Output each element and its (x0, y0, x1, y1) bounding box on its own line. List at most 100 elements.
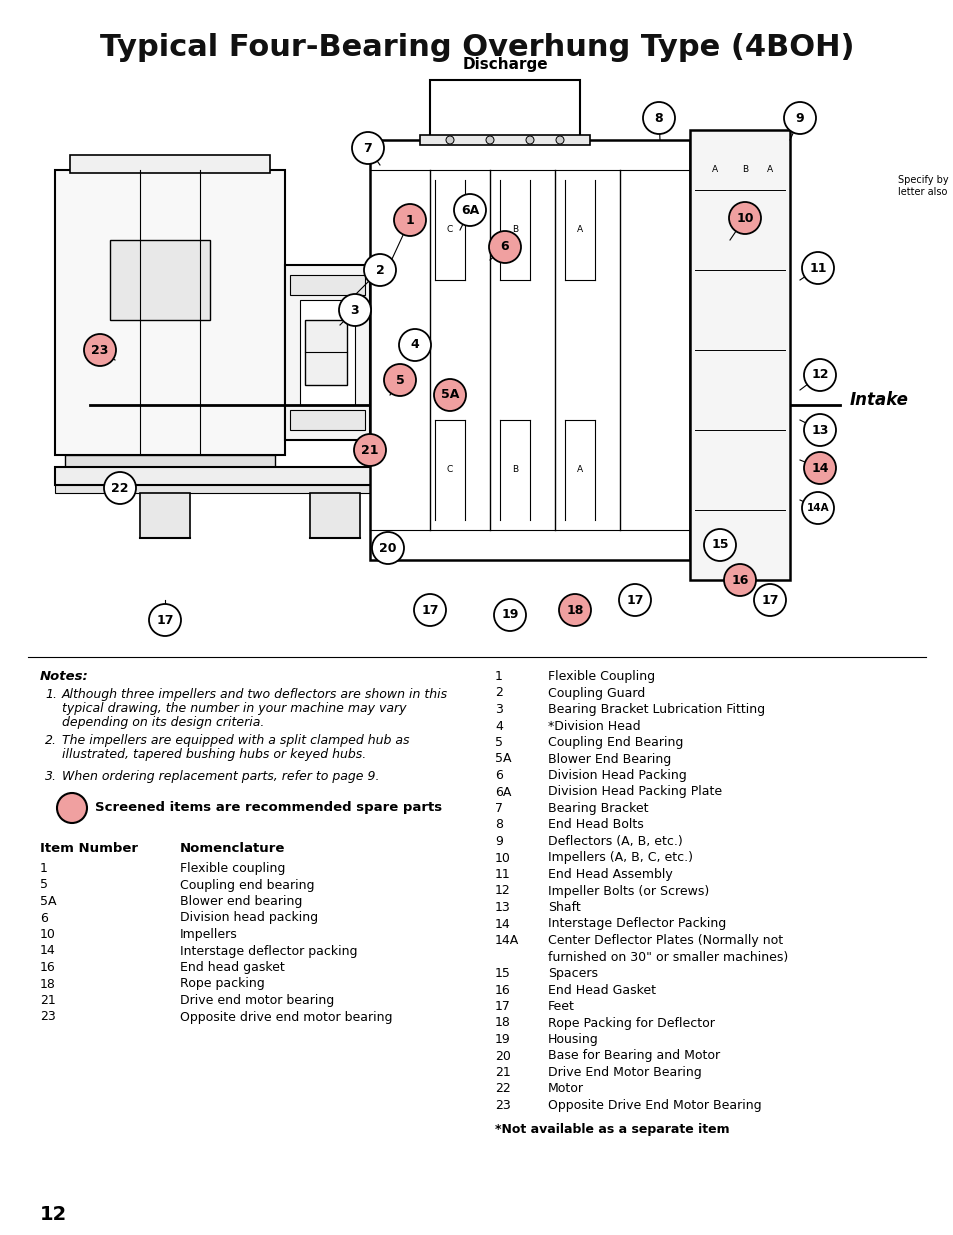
Text: 15: 15 (711, 538, 728, 552)
Text: Flexible Coupling: Flexible Coupling (547, 671, 655, 683)
Text: 12: 12 (495, 884, 510, 898)
Text: 12: 12 (40, 1205, 67, 1224)
Text: illustrated, tapered bushing hubs or keyed hubs.: illustrated, tapered bushing hubs or key… (62, 748, 366, 761)
Text: C: C (446, 466, 453, 474)
Text: *Not available as a separate item: *Not available as a separate item (495, 1124, 729, 1136)
Text: Division Head Packing Plate: Division Head Packing Plate (547, 785, 721, 799)
Text: 9: 9 (795, 111, 803, 125)
Text: Coupling Guard: Coupling Guard (547, 687, 644, 699)
Circle shape (525, 136, 534, 144)
Text: End head gasket: End head gasket (180, 961, 284, 974)
Text: 3: 3 (495, 703, 502, 716)
Text: 17: 17 (625, 594, 643, 606)
Text: 6: 6 (495, 769, 502, 782)
Circle shape (803, 414, 835, 446)
Text: Flexible coupling: Flexible coupling (180, 862, 285, 876)
Circle shape (149, 604, 181, 636)
Text: 6A: 6A (495, 785, 511, 799)
Text: Blower end bearing: Blower end bearing (180, 895, 302, 908)
Bar (55, 467, 784, 485)
Text: 6: 6 (40, 911, 48, 925)
Bar (709, 493, 760, 538)
Text: C: C (446, 226, 453, 235)
Text: 1.: 1. (45, 688, 57, 701)
Bar (419, 135, 589, 144)
Circle shape (803, 359, 835, 391)
Text: 10: 10 (736, 211, 753, 225)
Text: 10: 10 (40, 927, 56, 941)
Text: Shaft: Shaft (547, 902, 580, 914)
Circle shape (489, 231, 520, 263)
Text: 8: 8 (495, 819, 502, 831)
Circle shape (642, 103, 675, 135)
Text: 18: 18 (566, 604, 583, 616)
Text: Base for Bearing and Motor: Base for Bearing and Motor (547, 1050, 720, 1062)
Text: 19: 19 (495, 1032, 510, 1046)
Text: Motor: Motor (547, 1083, 583, 1095)
Text: Blower End Bearing: Blower End Bearing (547, 752, 671, 766)
Text: 2: 2 (495, 687, 502, 699)
Bar (530, 493, 579, 538)
Text: 16: 16 (495, 983, 510, 997)
Text: 21: 21 (361, 443, 378, 457)
Text: Bearing Bracket Lubrication Fitting: Bearing Bracket Lubrication Fitting (547, 703, 764, 716)
Text: 21: 21 (495, 1066, 510, 1079)
Circle shape (454, 194, 485, 226)
Text: Opposite drive end motor bearing: Opposite drive end motor bearing (180, 1010, 392, 1024)
Circle shape (398, 329, 431, 361)
Bar (65, 454, 274, 467)
Text: 1: 1 (495, 671, 502, 683)
Text: Division head packing: Division head packing (180, 911, 317, 925)
Bar (55, 485, 784, 493)
Bar (430, 80, 579, 140)
Text: Impellers (A, B, C, etc.): Impellers (A, B, C, etc.) (547, 851, 692, 864)
Text: 13: 13 (495, 902, 510, 914)
Text: 6: 6 (500, 241, 509, 253)
Text: 5A: 5A (40, 895, 56, 908)
Text: 14A: 14A (806, 503, 828, 513)
Text: A: A (577, 466, 582, 474)
Bar (140, 493, 190, 538)
Text: 22: 22 (112, 482, 129, 494)
Circle shape (558, 594, 590, 626)
Text: End Head Bolts: End Head Bolts (547, 819, 643, 831)
Bar (70, 156, 270, 173)
Text: 17: 17 (495, 1000, 511, 1013)
Bar (689, 130, 789, 580)
Circle shape (338, 294, 371, 326)
Text: Bearing Bracket: Bearing Bracket (547, 802, 648, 815)
Text: Division Head Packing: Division Head Packing (547, 769, 686, 782)
Text: 11: 11 (495, 868, 510, 881)
Text: 11: 11 (808, 262, 826, 274)
Text: Rope Packing for Deflector: Rope Packing for Deflector (547, 1016, 714, 1030)
Text: 18: 18 (40, 977, 56, 990)
Text: 20: 20 (379, 541, 396, 555)
Text: Housing: Housing (547, 1032, 598, 1046)
Text: 21: 21 (40, 994, 55, 1007)
Text: Drive end motor bearing: Drive end motor bearing (180, 994, 334, 1007)
Circle shape (104, 472, 136, 504)
Text: Rope packing: Rope packing (180, 977, 265, 990)
Text: When ordering replacement parts, refer to page 9.: When ordering replacement parts, refer t… (62, 769, 379, 783)
Bar (285, 266, 370, 440)
Circle shape (57, 793, 87, 823)
Text: Screened items are recommended spare parts: Screened items are recommended spare par… (95, 802, 441, 815)
Circle shape (803, 452, 835, 484)
Text: The impellers are equipped with a split clamped hub as: The impellers are equipped with a split … (62, 734, 409, 747)
Text: 14A: 14A (495, 934, 518, 947)
Circle shape (446, 136, 454, 144)
Text: 18: 18 (495, 1016, 511, 1030)
Circle shape (783, 103, 815, 135)
Text: Intake: Intake (849, 391, 908, 409)
Text: 10: 10 (495, 851, 511, 864)
Text: 19: 19 (500, 609, 518, 621)
Text: Coupling end bearing: Coupling end bearing (180, 878, 314, 892)
Text: 2.: 2. (45, 734, 57, 747)
Bar (55, 170, 285, 454)
Text: Feet: Feet (547, 1000, 575, 1013)
Bar (310, 493, 359, 538)
Circle shape (485, 136, 494, 144)
Text: A: A (766, 165, 772, 174)
Text: depending on its design criteria.: depending on its design criteria. (62, 716, 264, 729)
Circle shape (618, 584, 650, 616)
